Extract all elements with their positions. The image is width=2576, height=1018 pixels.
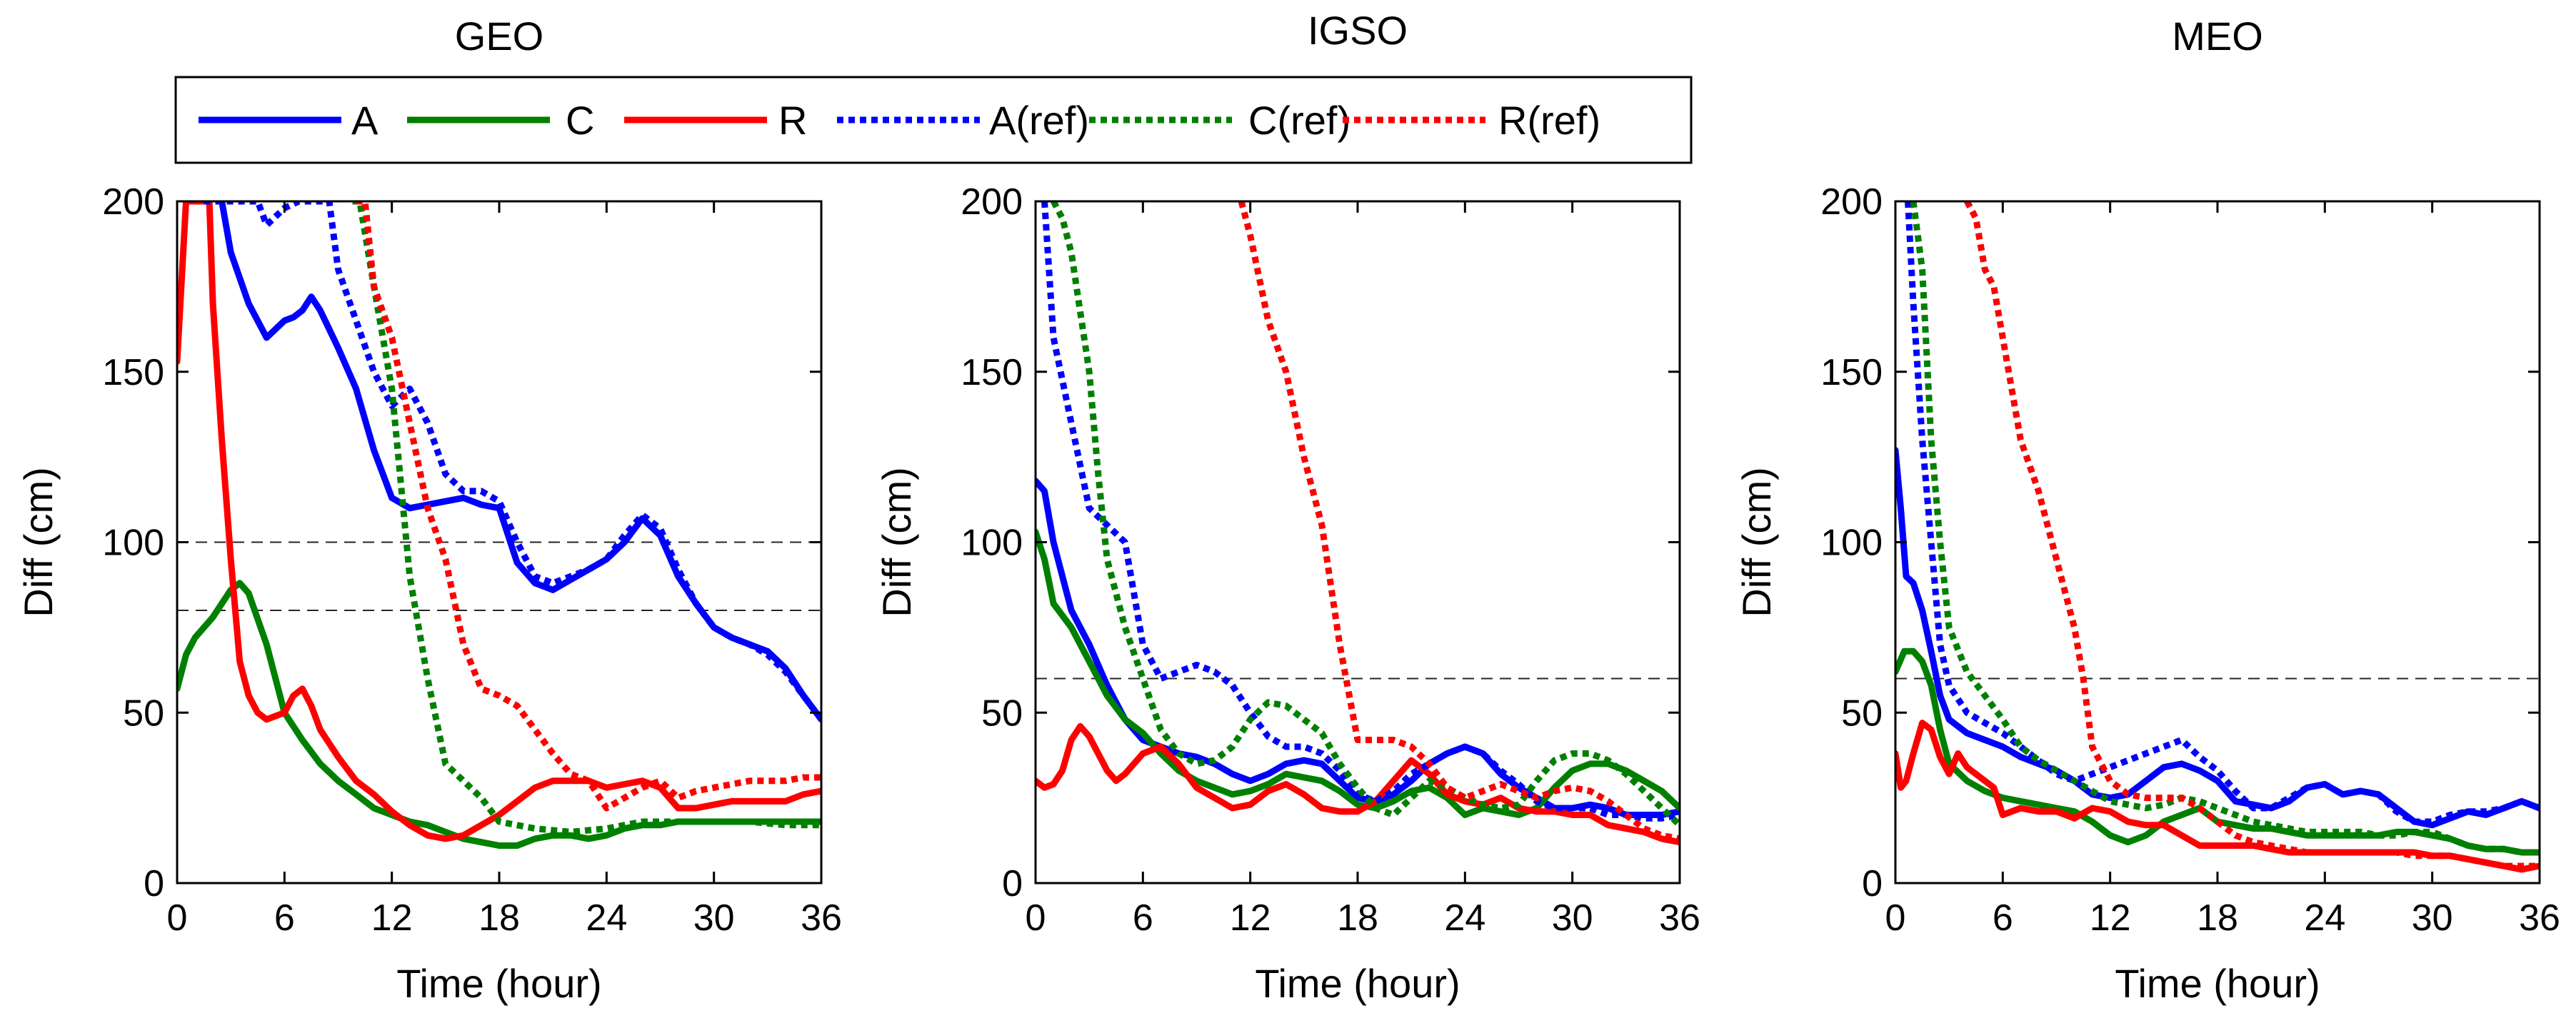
x-tick-label: 0	[1026, 897, 1046, 939]
series-line-r	[1895, 720, 2540, 873]
x-tick-label: 12	[2090, 897, 2131, 939]
x-axis-label: Time (hour)	[2115, 961, 2320, 1006]
x-tick-label: 0	[167, 897, 188, 939]
y-tick-label: 0	[144, 863, 164, 904]
series-line-c	[177, 580, 821, 849]
x-tick-label: 30	[693, 897, 735, 939]
x-axis-label: Time (hour)	[396, 961, 601, 1006]
axes-box	[1034, 200, 1681, 885]
y-axis-label: Diff (cm)	[16, 467, 61, 618]
y-tick-label: 50	[981, 692, 1023, 734]
series-line-a	[219, 201, 821, 723]
x-tick-label: 18	[1337, 897, 1378, 939]
x-tick-label: 36	[801, 897, 842, 939]
y-tick-label: 150	[961, 352, 1023, 393]
x-tick-label: 24	[1444, 897, 1485, 939]
legend-label-rref: R(ref)	[1498, 98, 1600, 143]
series-line-r	[177, 201, 821, 842]
x-tick-label: 30	[1552, 897, 1593, 939]
series-line-c	[1895, 647, 2540, 856]
x-tick-label: 36	[1659, 897, 1700, 939]
panel-title-igso: IGSO	[1308, 8, 1408, 53]
series-line-c	[1036, 528, 1680, 818]
series-line-cref	[352, 201, 821, 835]
legend: A C R A(ref) C(ref) R(ref)	[174, 76, 1693, 164]
series-line-cref	[1051, 201, 1680, 828]
series-line-rref	[356, 201, 821, 812]
y-tick-label: 200	[961, 181, 1023, 223]
y-tick-label: 150	[1820, 352, 1883, 393]
y-axis-label: Diff (cm)	[1734, 467, 1779, 618]
y-tick-label: 200	[102, 181, 164, 223]
x-tick-label: 6	[1993, 897, 2013, 939]
series-line-rref	[1238, 201, 1680, 842]
x-tick-label: 6	[274, 897, 295, 939]
series-line-aref	[1041, 201, 1680, 822]
y-axis-label: Diff (cm)	[874, 467, 919, 618]
series-line-r	[1036, 722, 1680, 846]
legend-label-r: R	[778, 98, 807, 143]
series-line-cref	[1910, 201, 2540, 856]
x-tick-label: 0	[1885, 897, 1906, 939]
legend-label-cref: C(ref)	[1248, 98, 1350, 143]
panel-meo: MEO 0 6 12 18 24 30 36 0 50 100 150 200 Time (hour) Di…	[1734, 14, 2560, 1006]
legend-label-aref: A(ref)	[989, 98, 1089, 143]
panel-title-geo: GEO	[455, 14, 543, 59]
panel-title-meo: MEO	[2172, 14, 2263, 59]
y-tick-label: 50	[123, 692, 164, 734]
y-tick-label: 100	[102, 523, 164, 564]
x-axis-label: Time (hour)	[1255, 961, 1460, 1006]
x-tick-label: 18	[478, 897, 520, 939]
panel-igso: IGSO 0 6 12 18 24 30 36 0 50 100 150 200 Time (hour) D…	[874, 8, 1700, 1006]
x-tick-label: 12	[1230, 897, 1271, 939]
legend-label-a: A	[351, 98, 379, 143]
legend-label-c: C	[566, 98, 594, 143]
series-line-aref	[1905, 201, 2540, 825]
panel-geo: GEO 0 6 12 18 24 30 36 0 50 100 150 200 Time (hour) Di…	[16, 14, 842, 1006]
y-tick-label: 100	[1820, 523, 1883, 564]
y-tick-label: 50	[1841, 692, 1883, 734]
y-tick-label: 0	[1002, 863, 1023, 904]
x-tick-label: 12	[371, 897, 413, 939]
x-tick-label: 30	[2412, 897, 2453, 939]
x-tick-label: 18	[2197, 897, 2238, 939]
x-tick-label: 24	[586, 897, 627, 939]
y-tick-label: 200	[1820, 181, 1883, 223]
x-tick-label: 6	[1133, 897, 1153, 939]
x-tick-label: 36	[2519, 897, 2560, 939]
y-tick-label: 0	[1862, 863, 1883, 904]
y-tick-label: 100	[961, 523, 1023, 564]
x-tick-label: 24	[2304, 897, 2345, 939]
series-line-a	[1895, 447, 2540, 829]
series-line-rref	[1964, 201, 2540, 870]
series-line-aref	[204, 201, 821, 722]
y-tick-label: 150	[102, 352, 164, 393]
